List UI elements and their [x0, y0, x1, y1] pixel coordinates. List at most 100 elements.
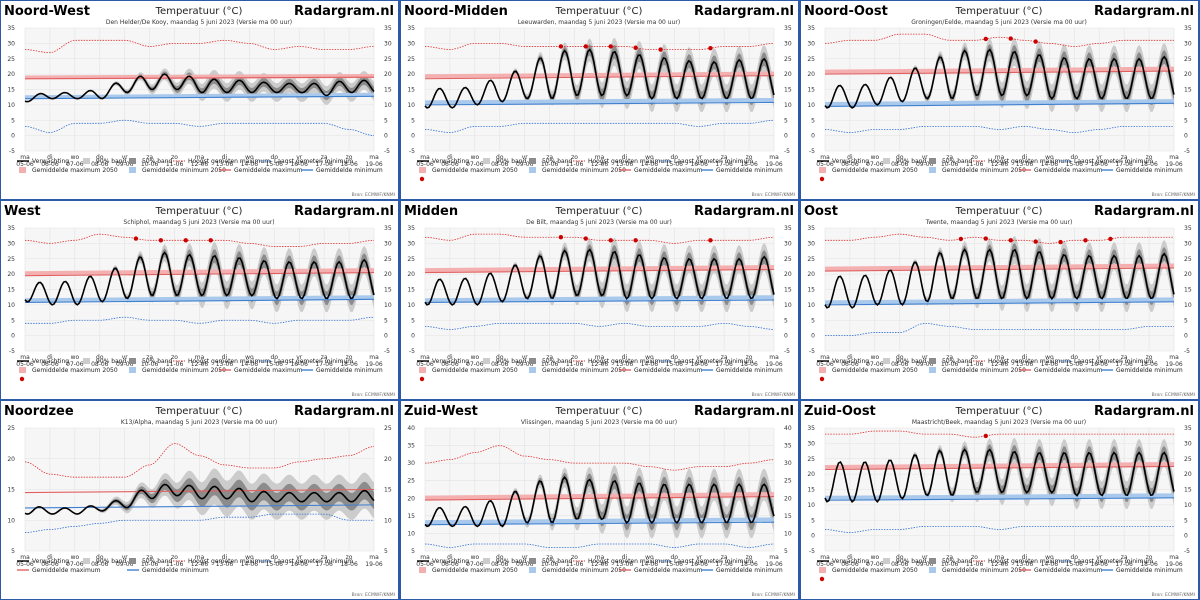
x-tick-day: zo [571, 154, 578, 161]
y-tick-right: 30 [1184, 40, 1192, 47]
x-tick-date: 11-06 [966, 561, 984, 568]
avg-min-line [824, 497, 1175, 501]
x-tick-date: 11-06 [966, 161, 984, 168]
record-max-line [424, 445, 775, 471]
y-tick-right: 20 [784, 495, 792, 502]
y-tick-right: 30 [784, 240, 792, 247]
legend-band90-swatch [483, 358, 490, 364]
x-tick-date: 18-06 [340, 561, 358, 568]
x-tick-day: di [1022, 354, 1028, 361]
x-tick-date: 05-06 [416, 561, 434, 568]
legend-band50: 50% band [129, 358, 173, 365]
legend-verwachting-label: Verwachting [432, 558, 469, 565]
x-tick-date: 13-06 [616, 361, 634, 368]
legend-band50-swatch [929, 358, 936, 364]
x-tick-day: za [946, 554, 953, 561]
forecast-line [424, 475, 775, 528]
x-tick-date: 05-06 [816, 361, 834, 368]
x-tick-date: 19-06 [765, 361, 783, 368]
x-tick-day: vr [522, 154, 529, 161]
y-tick-right: 5 [384, 117, 388, 124]
avg-min-2050-line [824, 99, 1175, 106]
legend-gem-min-2050-swatch [929, 567, 936, 573]
x-tick-day: vr [296, 354, 303, 361]
legend-hoogst: Hoogst gemeten maximum [573, 158, 670, 165]
x-tick-day: do [896, 154, 904, 161]
legend-gem-max: Gemiddelde maximum [619, 567, 703, 574]
legend-gem-max-2050: Gemiddelde maximum 2050 [419, 567, 518, 574]
x-tick-day: ma [820, 554, 830, 561]
y-tick-left: -5 [809, 148, 815, 155]
legend-extreme [819, 576, 825, 582]
avg-min-2050-line [424, 295, 775, 303]
x-tick-day: ma [195, 354, 205, 361]
source-label: Bron: ECMWF/KNMI [752, 592, 795, 598]
x-tick-day: ma [595, 554, 605, 561]
band-50 [425, 244, 774, 306]
legend-extreme-swatch [819, 376, 825, 382]
legend-gem-min: Gemiddelde minimum [1101, 367, 1183, 374]
x-tick-date: 16-06 [690, 161, 708, 168]
legend-band50-label: 50% band [142, 558, 173, 565]
legend-gem-max-2050-swatch [819, 167, 826, 173]
legend-gem-max-2050-swatch [819, 367, 826, 373]
legend-gem-max-2050-swatch [419, 167, 426, 173]
x-tick-date: 07-06 [66, 361, 84, 368]
band-50 [425, 44, 774, 108]
y-tick-right: 25 [384, 256, 392, 263]
y-tick-left: 10 [7, 517, 15, 524]
x-tick-date: 13-06 [1016, 161, 1034, 168]
legend-band50-swatch [929, 558, 936, 564]
record-min-line [25, 316, 375, 324]
x-tick-date: 17-06 [315, 561, 333, 568]
y-tick-right: 25 [1184, 56, 1192, 63]
avg-max-2050-line [424, 492, 775, 500]
legend-gem-min-2050: Gemiddelde minimum 2050 [129, 367, 226, 374]
legend-band90-label: 90% band [96, 158, 127, 165]
avg-max-line [424, 268, 775, 274]
avg-min-2050-line [24, 92, 375, 100]
legend-gem-min-label: Gemiddelde minimum [1116, 167, 1183, 174]
record-max-line [424, 42, 775, 50]
avg-max-line [824, 70, 1175, 75]
y-tick-left: 25 [807, 456, 815, 463]
x-tick-day: wo [645, 554, 654, 561]
x-tick-date: 05-06 [816, 561, 834, 568]
forecast-line [424, 248, 775, 306]
station-subtitle: K13/Alpha, maandag 5 juni 2023 (Versie m… [121, 419, 277, 426]
x-tick-date: 06-06 [841, 361, 859, 368]
x-tick-date: 14-06 [1041, 561, 1059, 568]
x-tick-day: di [1022, 554, 1028, 561]
y-tick-right: 15 [1184, 487, 1192, 494]
legend-band50-swatch [529, 358, 536, 364]
legend-extreme [19, 376, 25, 382]
legend-gem-min-2050-label: Gemiddelde minimum 2050 [942, 167, 1026, 174]
legend-gem-min: Gemiddelde minimum [301, 367, 383, 374]
y-tick-left: -5 [409, 148, 415, 155]
y-tick-left: 5 [11, 117, 15, 124]
y-tick-right: 35 [784, 225, 792, 232]
legend-laagst-label: Laagst gemeten minimum [1074, 358, 1153, 365]
x-tick-day: za [321, 354, 328, 361]
x-tick-day: di [222, 354, 228, 361]
x-tick-date: 06-06 [41, 161, 59, 168]
legend-verwachting-label: Verwachting [32, 358, 69, 365]
x-tick-day: di [1022, 154, 1028, 161]
legend-gem-max-label: Gemiddelde maximum [634, 367, 703, 374]
legend-gem-max-2050-swatch [419, 367, 426, 373]
legend-verwachting: Verwachting [17, 358, 69, 365]
x-tick-day: ma [995, 554, 1005, 561]
y-tick-right: 10 [1184, 502, 1192, 509]
avg-max-2050-line [424, 71, 775, 79]
x-tick-day: zo [746, 154, 753, 161]
x-tick-day: ma [1169, 354, 1179, 361]
legend-gem-max-2050-swatch [419, 567, 426, 573]
y-tick-right: 20 [1184, 271, 1192, 278]
x-tick-day: za [321, 154, 328, 161]
y-tick-left: 35 [807, 25, 815, 32]
y-tick-right: 0 [1184, 333, 1188, 340]
avg-min-2050-line [424, 517, 775, 525]
x-tick-day: ma [420, 554, 430, 561]
x-tick-date: 18-06 [1140, 561, 1158, 568]
x-tick-date: 14-06 [241, 561, 259, 568]
